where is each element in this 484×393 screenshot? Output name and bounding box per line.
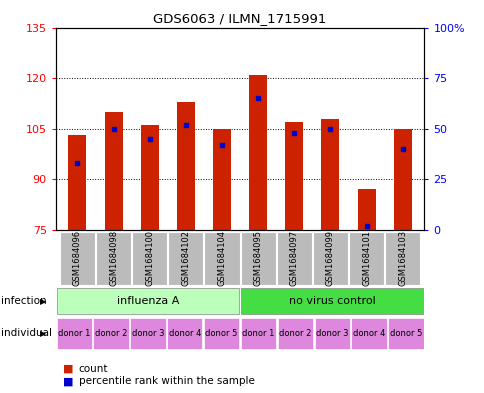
Bar xyxy=(277,318,312,349)
Title: GDS6063 / ILMN_1715991: GDS6063 / ILMN_1715991 xyxy=(153,12,326,25)
Bar xyxy=(68,136,86,230)
Bar xyxy=(249,75,267,230)
Text: donor 3: donor 3 xyxy=(131,329,164,338)
Bar xyxy=(140,125,158,230)
Bar xyxy=(314,318,349,349)
Bar xyxy=(132,232,167,285)
Text: GSM1684096: GSM1684096 xyxy=(73,230,82,286)
Bar xyxy=(348,232,383,285)
Text: ■: ■ xyxy=(63,376,74,386)
Bar xyxy=(60,232,95,285)
Bar xyxy=(285,122,302,230)
Bar xyxy=(204,318,239,349)
Bar xyxy=(130,318,165,349)
Bar xyxy=(312,232,347,285)
Text: GSM1684102: GSM1684102 xyxy=(181,230,190,286)
Text: donor 5: donor 5 xyxy=(389,329,421,338)
Bar xyxy=(57,288,239,314)
Bar xyxy=(321,119,339,230)
Text: donor 2: donor 2 xyxy=(279,329,311,338)
Text: influenza A: influenza A xyxy=(117,296,179,306)
Bar xyxy=(93,318,128,349)
Text: infection: infection xyxy=(1,296,47,306)
Text: donor 2: donor 2 xyxy=(95,329,127,338)
Text: donor 4: donor 4 xyxy=(168,329,200,338)
Text: ■: ■ xyxy=(63,364,74,374)
Text: GSM1684099: GSM1684099 xyxy=(325,230,334,286)
Text: GSM1684100: GSM1684100 xyxy=(145,230,154,286)
Text: GSM1684098: GSM1684098 xyxy=(109,230,118,286)
Bar xyxy=(168,232,203,285)
Bar xyxy=(393,129,411,230)
Bar xyxy=(351,318,386,349)
Text: no virus control: no virus control xyxy=(288,296,375,306)
Bar xyxy=(96,232,131,285)
Bar xyxy=(57,318,91,349)
Bar xyxy=(177,102,195,230)
Text: ▶: ▶ xyxy=(40,297,46,305)
Bar xyxy=(357,189,375,230)
Text: GSM1684104: GSM1684104 xyxy=(217,230,226,286)
Bar xyxy=(204,232,239,285)
Bar xyxy=(240,232,275,285)
Bar xyxy=(276,232,311,285)
Text: donor 5: donor 5 xyxy=(205,329,237,338)
Text: GSM1684101: GSM1684101 xyxy=(362,230,370,286)
Text: donor 1: donor 1 xyxy=(58,329,90,338)
Bar xyxy=(384,232,419,285)
Bar xyxy=(212,129,230,230)
Bar xyxy=(388,318,423,349)
Text: individual: individual xyxy=(1,328,52,338)
Text: GSM1684095: GSM1684095 xyxy=(253,230,262,286)
Text: donor 3: donor 3 xyxy=(315,329,348,338)
Text: GSM1684103: GSM1684103 xyxy=(397,230,407,286)
Text: ▶: ▶ xyxy=(40,329,46,338)
Text: donor 4: donor 4 xyxy=(352,329,384,338)
Bar xyxy=(241,288,423,314)
Text: donor 1: donor 1 xyxy=(242,329,274,338)
Bar xyxy=(241,318,275,349)
Bar xyxy=(167,318,202,349)
Text: count: count xyxy=(78,364,108,374)
Text: GSM1684097: GSM1684097 xyxy=(289,230,298,286)
Text: percentile rank within the sample: percentile rank within the sample xyxy=(78,376,254,386)
Bar xyxy=(105,112,122,230)
